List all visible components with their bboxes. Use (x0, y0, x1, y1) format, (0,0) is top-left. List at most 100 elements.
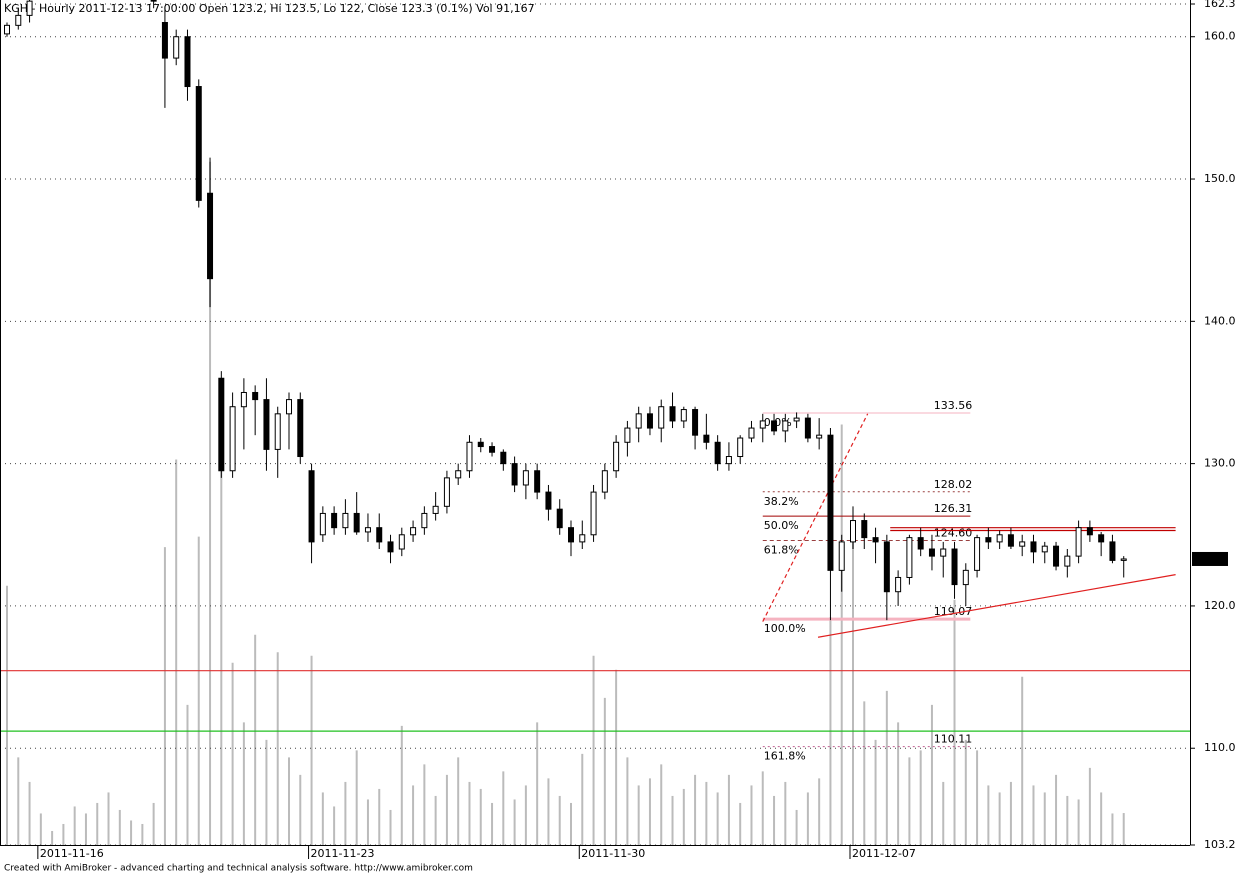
y-tick-label: 103.2 (1204, 838, 1236, 851)
candle-body (568, 527, 574, 543)
candle-body (827, 434, 834, 571)
y-tick-label: 160.0 (1204, 30, 1236, 43)
fib-price: 124.60 (934, 526, 973, 539)
candle-body (410, 527, 417, 536)
candle-body (601, 470, 608, 493)
y-tick-label: 130.0 (1204, 457, 1236, 470)
candle-body (1064, 555, 1071, 567)
candle-body (218, 377, 225, 472)
candle-body (556, 508, 563, 529)
candle-body (714, 441, 721, 465)
candle-body (398, 534, 405, 550)
candle-body (985, 537, 992, 543)
candle-body (861, 520, 868, 539)
candle-layer (4, 0, 1127, 621)
candle-body (962, 569, 969, 586)
y-tick-label: 150.0 (1204, 172, 1236, 185)
candle-body (240, 391, 247, 408)
candle-body (1007, 534, 1014, 547)
axes-layer: 162.3 160.0 150.0 140.0 130.0 120.0 110.0 103.2… (0, 0, 1236, 860)
candle-body (319, 512, 326, 536)
candle-body (1019, 541, 1026, 547)
fib-price: 126.31 (934, 502, 973, 515)
candle-body (1030, 541, 1037, 553)
footer: Created with AmiBroker - advanced charti… (4, 864, 473, 874)
candle-body (782, 420, 789, 432)
candle-body (737, 437, 744, 458)
candle-body (1098, 534, 1105, 543)
candle-body (342, 512, 349, 529)
candle-body (883, 541, 890, 593)
candle-body (725, 456, 732, 465)
candle-body (489, 446, 496, 453)
candle-body (748, 427, 755, 439)
candle-body (207, 192, 214, 280)
candle-body (364, 527, 371, 533)
candle-body (771, 420, 778, 432)
fib-percent: 161.8% (764, 750, 806, 763)
x-tick-label: 2011-11-16 (40, 847, 104, 860)
fib-price: 110.11 (934, 733, 973, 746)
candle-body (1041, 545, 1048, 553)
fib-price: 133.56 (934, 399, 973, 412)
candle-body (331, 512, 338, 529)
candle-body (421, 512, 428, 529)
candle-body (511, 463, 518, 486)
candle-body (455, 470, 462, 479)
trendline (762, 413, 869, 622)
candle-body (1120, 558, 1127, 561)
candle-body (850, 520, 856, 543)
candle-body (545, 491, 552, 510)
x-tick-label: 2011-11-23 (311, 847, 375, 860)
fib-percent: 61.8% (764, 543, 799, 556)
candle-body (522, 470, 529, 486)
candle-body (646, 413, 653, 429)
candle-body (173, 36, 180, 59)
candle-body (928, 548, 935, 557)
candle-body (872, 537, 879, 543)
candle-body (26, 0, 33, 16)
candle-body (635, 413, 642, 429)
candle-body (692, 409, 699, 436)
candle-body (658, 406, 665, 429)
fib-percent: 50.0% (764, 519, 799, 532)
candle-body (579, 534, 586, 543)
candle-body (15, 14, 22, 26)
candle-body (590, 491, 597, 536)
candle-body (263, 399, 270, 450)
candle-body (1109, 541, 1116, 561)
candle-body (906, 537, 913, 578)
candle-body (1086, 527, 1093, 536)
fib-percent: 38.2% (764, 495, 799, 508)
candle-body (624, 427, 631, 443)
last-price-label: 123.3 (1195, 552, 1227, 565)
candle-body (376, 527, 383, 543)
candle-body (1053, 545, 1060, 567)
candle-body (274, 413, 281, 450)
y-tick-label: 120.0 (1204, 599, 1236, 612)
candle-body (500, 451, 507, 465)
annotation-layer: 0.0%133.5638.2%128.0250.0%126.3161.8%124… (0, 399, 1190, 763)
candle-body (940, 548, 947, 557)
candle-body (443, 477, 450, 507)
candle-body (804, 417, 811, 439)
candle-body (613, 441, 620, 472)
candle-body (150, 0, 157, 2)
candle-body (297, 399, 304, 458)
candle-body (387, 541, 394, 553)
candle-body (432, 505, 439, 514)
candle-body (466, 441, 473, 472)
candle-body (286, 399, 292, 415)
candle-body (308, 470, 315, 543)
x-tick-label: 2011-12-07 (852, 847, 916, 860)
candle-body (184, 36, 191, 88)
candle-body (252, 391, 259, 401)
chart-title: KGH - Hourly 2011-12-13 17:00:00 Open 12… (4, 2, 535, 15)
candle-body (759, 420, 766, 429)
candle-body (816, 434, 823, 439)
fib-percent: 100.0% (764, 622, 806, 635)
last-price-box (1192, 551, 1228, 566)
candle-body (195, 86, 202, 201)
candle-body (996, 534, 1003, 543)
candle-body (477, 441, 484, 448)
